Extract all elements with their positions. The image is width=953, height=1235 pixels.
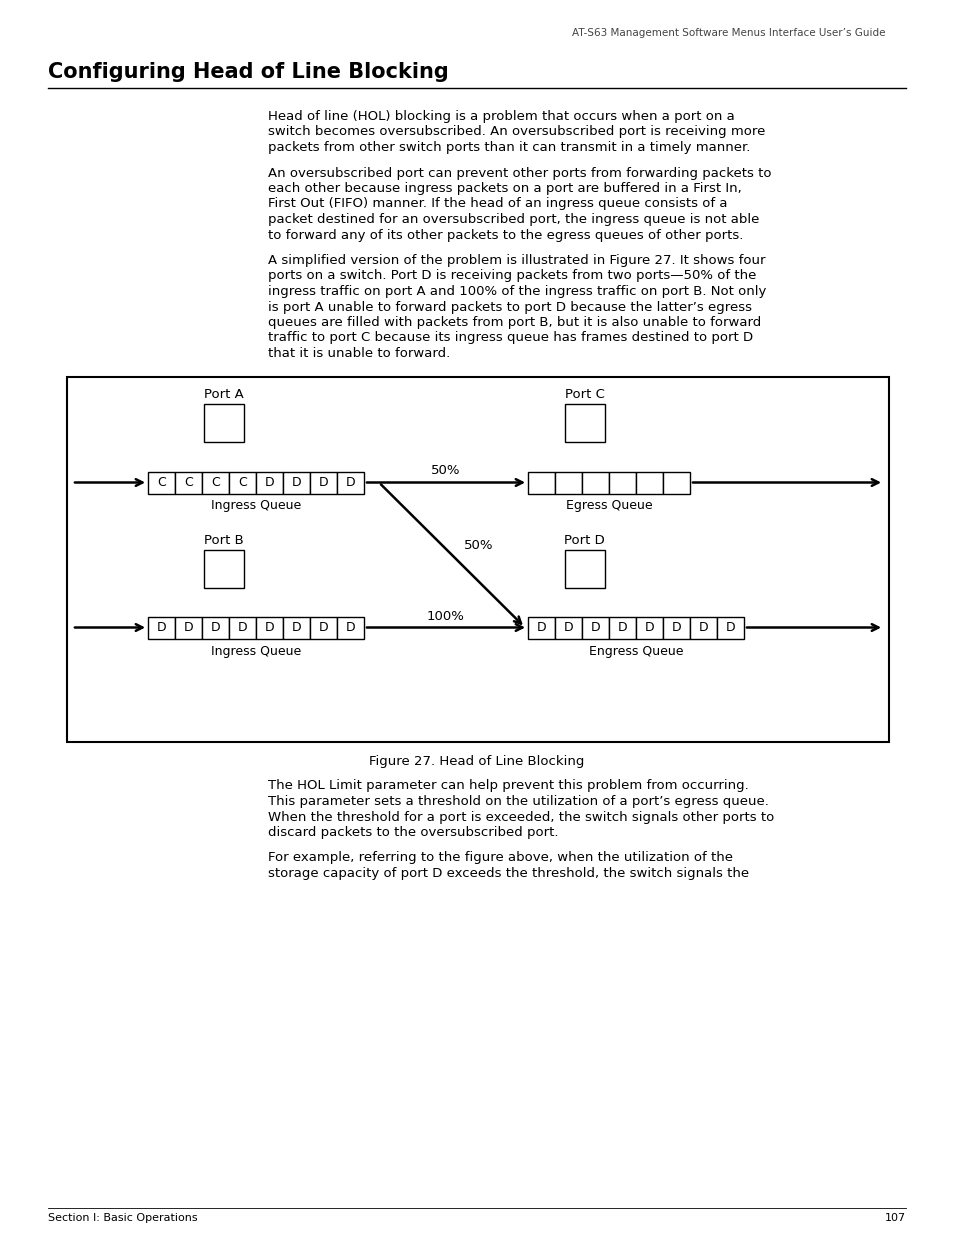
Text: Configuring Head of Line Blocking: Configuring Head of Line Blocking	[48, 62, 448, 82]
Bar	[336, 472, 364, 494]
Bar	[689, 616, 717, 638]
Text: An oversubscribed port can prevent other ports from forwarding packets to: An oversubscribed port can prevent other…	[268, 167, 771, 179]
Text: D: D	[671, 621, 680, 634]
Bar	[662, 616, 689, 638]
Text: 50%: 50%	[431, 464, 460, 478]
Bar	[203, 404, 243, 441]
Text: This parameter sets a threshold on the utilization of a port’s egress queue.: This parameter sets a threshold on the u…	[268, 795, 768, 808]
Bar	[283, 616, 310, 638]
Text: D: D	[264, 621, 274, 634]
Text: queues are filled with packets from port B, but it is also unable to forward: queues are filled with packets from port…	[268, 316, 760, 329]
Bar	[336, 616, 364, 638]
Text: 107: 107	[884, 1213, 905, 1223]
Text: D: D	[237, 621, 247, 634]
Bar	[202, 616, 229, 638]
Bar	[148, 472, 174, 494]
Text: packet destined for an oversubscribed port, the ingress queue is not able: packet destined for an oversubscribed po…	[268, 212, 759, 226]
Text: storage capacity of port D exceeds the threshold, the switch signals the: storage capacity of port D exceeds the t…	[268, 867, 748, 881]
Bar	[255, 616, 283, 638]
Text: D: D	[345, 621, 355, 634]
Bar	[608, 472, 636, 494]
Text: discard packets to the oversubscribed port.: discard packets to the oversubscribed po…	[268, 826, 558, 839]
Text: When the threshold for a port is exceeded, the switch signals other ports to: When the threshold for a port is exceede…	[268, 810, 774, 824]
Text: Port C: Port C	[564, 389, 604, 401]
Text: D: D	[725, 621, 735, 634]
Text: ingress traffic on port A and 100% of the ingress traffic on port B. Not only: ingress traffic on port A and 100% of th…	[268, 285, 765, 298]
Bar	[174, 472, 202, 494]
Bar	[229, 616, 255, 638]
Bar	[636, 472, 662, 494]
Bar	[527, 616, 555, 638]
Text: Egress Queue: Egress Queue	[565, 499, 652, 513]
Text: 100%: 100%	[427, 610, 464, 622]
Text: First Out (FIFO) manner. If the head of an ingress queue consists of a: First Out (FIFO) manner. If the head of …	[268, 198, 727, 210]
Bar	[717, 616, 743, 638]
Text: D: D	[184, 621, 193, 634]
Bar	[555, 616, 581, 638]
Bar	[310, 472, 336, 494]
Text: The HOL Limit parameter can help prevent this problem from occurring.: The HOL Limit parameter can help prevent…	[268, 779, 748, 793]
Bar	[67, 377, 888, 741]
Text: For example, referring to the figure above, when the utilization of the: For example, referring to the figure abo…	[268, 851, 732, 864]
Text: AT-S63 Management Software Menus Interface User’s Guide: AT-S63 Management Software Menus Interfa…	[572, 28, 885, 38]
Bar	[174, 616, 202, 638]
Text: D: D	[537, 621, 546, 634]
Text: C: C	[238, 475, 247, 489]
Bar	[203, 550, 243, 588]
Text: that it is unable to forward.: that it is unable to forward.	[268, 347, 450, 359]
Bar	[148, 616, 174, 638]
Text: traffic to port C because its ingress queue has frames destined to port D: traffic to port C because its ingress qu…	[268, 331, 752, 345]
Bar	[310, 616, 336, 638]
Bar	[662, 472, 689, 494]
Text: C: C	[184, 475, 193, 489]
Text: D: D	[698, 621, 707, 634]
Text: D: D	[318, 475, 328, 489]
Bar	[581, 616, 608, 638]
Text: D: D	[211, 621, 220, 634]
Text: Ingress Queue: Ingress Queue	[211, 645, 301, 657]
Bar	[555, 472, 581, 494]
Text: D: D	[156, 621, 166, 634]
Text: Ingress Queue: Ingress Queue	[211, 499, 301, 513]
Text: Figure 27. Head of Line Blocking: Figure 27. Head of Line Blocking	[369, 756, 584, 768]
Text: Port D: Port D	[564, 535, 604, 547]
Text: A simplified version of the problem is illustrated in Figure 27. It shows four: A simplified version of the problem is i…	[268, 254, 764, 267]
Bar	[608, 616, 636, 638]
Text: switch becomes oversubscribed. An oversubscribed port is receiving more: switch becomes oversubscribed. An oversu…	[268, 126, 764, 138]
Text: D: D	[318, 621, 328, 634]
Text: D: D	[617, 621, 627, 634]
Bar	[255, 472, 283, 494]
Text: Port B: Port B	[204, 535, 243, 547]
Text: D: D	[292, 475, 301, 489]
Text: D: D	[292, 621, 301, 634]
Text: is port A unable to forward packets to port D because the latter’s egress: is port A unable to forward packets to p…	[268, 300, 751, 314]
Bar	[202, 472, 229, 494]
Text: to forward any of its other packets to the egress queues of other ports.: to forward any of its other packets to t…	[268, 228, 742, 242]
Text: C: C	[211, 475, 219, 489]
Text: packets from other switch ports than it can transmit in a timely manner.: packets from other switch ports than it …	[268, 141, 750, 154]
Bar	[527, 472, 555, 494]
Text: D: D	[644, 621, 654, 634]
Text: Section I: Basic Operations: Section I: Basic Operations	[48, 1213, 197, 1223]
Bar	[636, 616, 662, 638]
Text: ports on a switch. Port D is receiving packets from two ports—50% of the: ports on a switch. Port D is receiving p…	[268, 269, 756, 283]
Text: 50%: 50%	[463, 538, 493, 552]
Text: each other because ingress packets on a port are buffered in a First In,: each other because ingress packets on a …	[268, 182, 741, 195]
Bar	[581, 472, 608, 494]
Text: Engress Queue: Engress Queue	[588, 645, 682, 657]
Text: D: D	[345, 475, 355, 489]
Bar	[564, 550, 604, 588]
Text: D: D	[563, 621, 573, 634]
Text: Head of line (HOL) blocking is a problem that occurs when a port on a: Head of line (HOL) blocking is a problem…	[268, 110, 734, 124]
Bar	[229, 472, 255, 494]
Text: D: D	[264, 475, 274, 489]
Bar	[564, 404, 604, 441]
Bar	[283, 472, 310, 494]
Text: Port A: Port A	[204, 389, 243, 401]
Text: D: D	[590, 621, 599, 634]
Text: C: C	[157, 475, 166, 489]
